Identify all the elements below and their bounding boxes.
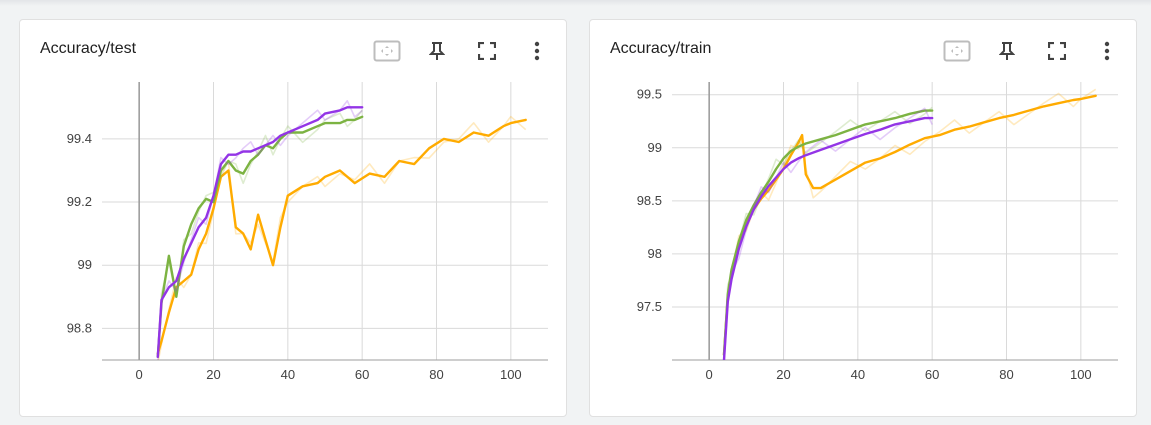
y-tick-label: 99	[78, 257, 92, 272]
series-line	[156, 106, 364, 358]
x-tick-label: 0	[136, 367, 143, 382]
card-title: Accuracy/train	[610, 40, 712, 57]
series-line	[722, 109, 934, 356]
more-options-button[interactable]	[520, 36, 554, 66]
fullscreen-button[interactable]	[470, 36, 504, 66]
x-tick-label: 60	[355, 367, 369, 382]
chart-card-accuracy-test: Accuracy/test 98.8 99 99.2 99.4 0 20 40 60 80 100	[19, 19, 567, 417]
series-raw-line	[157, 109, 363, 354]
x-tick-label: 60	[925, 367, 939, 382]
y-tick-label: 98.5	[637, 193, 662, 208]
series-line	[156, 118, 527, 355]
series-raw-line	[723, 106, 933, 352]
x-tick-label: 80	[429, 367, 443, 382]
series-raw-line	[723, 107, 933, 360]
x-tick-label: 40	[281, 367, 295, 382]
more-options-button[interactable]	[1090, 36, 1124, 66]
x-tick-label: 20	[776, 367, 790, 382]
x-tick-label: 20	[206, 367, 220, 382]
pin-button[interactable]	[990, 36, 1024, 66]
more-vert-icon	[1104, 41, 1110, 61]
x-tick-label: 80	[999, 367, 1013, 382]
line-chart-accuracy-train: 97.5 98 98.5 99 99.5 0 20 40 60 80 100	[637, 82, 1118, 382]
x-tick-label: 40	[851, 367, 865, 382]
line-chart-accuracy-test: 98.8 99 99.2 99.4 0 20 40 60 80 100	[67, 82, 548, 382]
y-tick-label: 99	[648, 140, 662, 155]
fit-domain-icon	[373, 40, 401, 62]
series-line	[722, 94, 1097, 356]
y-tick-label: 99.5	[637, 87, 662, 102]
series-line	[722, 116, 934, 360]
top-shadow-bar	[0, 0, 1151, 6]
pin-button[interactable]	[420, 36, 454, 66]
chart-card-accuracy-train: Accuracy/train 97.5 98 98.5 99 99.5 0 20 40 60 80…	[589, 19, 1137, 417]
series-raw-line	[723, 88, 1097, 360]
fit-domain-button[interactable]	[940, 36, 974, 66]
series-line	[156, 115, 364, 358]
pin-icon	[999, 42, 1015, 60]
x-tick-label: 100	[500, 367, 522, 382]
pin-icon	[429, 42, 445, 60]
y-tick-label: 99.4	[67, 131, 92, 146]
x-tick-label: 0	[706, 367, 713, 382]
x-tick-label: 100	[1070, 367, 1092, 382]
fullscreen-icon	[1048, 42, 1066, 60]
fit-domain-button[interactable]	[370, 36, 404, 66]
y-tick-label: 98.8	[67, 320, 92, 335]
fullscreen-button[interactable]	[1040, 36, 1074, 66]
card-title: Accuracy/test	[40, 40, 137, 57]
more-vert-icon	[534, 41, 540, 61]
fullscreen-icon	[478, 42, 496, 60]
series-raw-line	[157, 115, 527, 360]
y-tick-label: 98	[648, 246, 662, 261]
fit-domain-icon	[943, 40, 971, 62]
y-tick-label: 99.2	[67, 194, 92, 209]
y-tick-label: 97.5	[637, 299, 662, 314]
